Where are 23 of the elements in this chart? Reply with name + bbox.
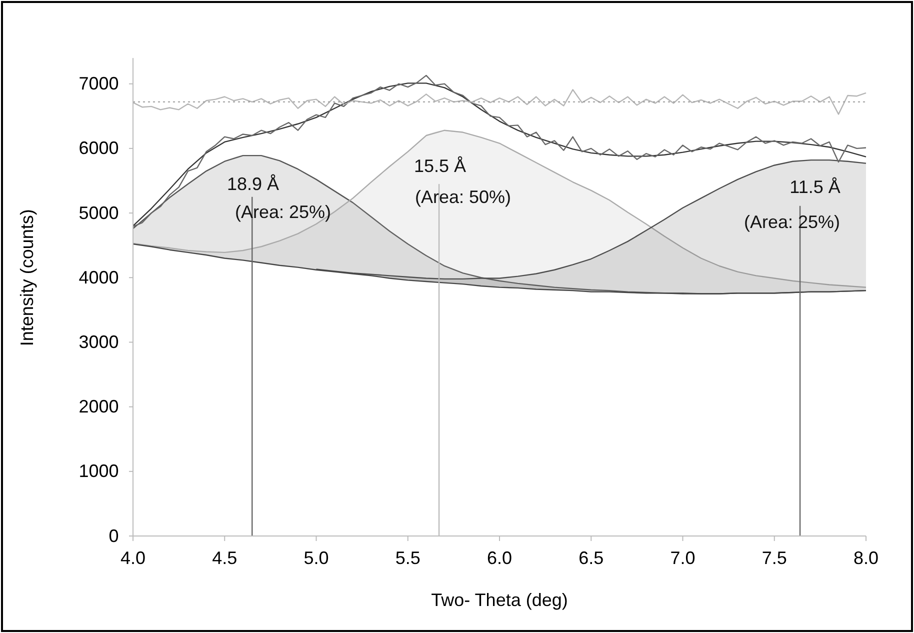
x-tick-label: 6.5: [578, 548, 604, 568]
x-tick-label: 8.0: [853, 548, 879, 568]
annotation: (Area: 50%): [414, 186, 512, 207]
annotation: 11.5 Å: [790, 176, 840, 197]
y-axis-title: Intensity (counts): [17, 209, 37, 346]
y-tick-label: 3000: [78, 332, 119, 352]
x-tick-label: 5.0: [304, 548, 329, 568]
x-tick-label: 7.0: [670, 548, 696, 568]
x-tick-label: 5.5: [395, 548, 420, 568]
y-tick-label: 0: [108, 526, 119, 546]
y-tick-label: 4000: [78, 267, 119, 288]
x-axis-title: Two- Theta (deg): [431, 590, 568, 610]
x-tick-label: 4.5: [212, 548, 238, 568]
x-tick-label: 7.5: [762, 548, 787, 568]
annotation: 18.9 Å: [226, 174, 280, 194]
y-tick-label: 6000: [78, 138, 119, 158]
y-tick-label: 1000: [78, 461, 119, 482]
y-tick-label: 7000: [78, 74, 119, 94]
y-tick-label: 2000: [78, 396, 119, 417]
y-tick-label: 5000: [78, 202, 119, 223]
x-tick-label: 6.0: [486, 548, 512, 568]
x-tick-label: 4.0: [120, 548, 146, 568]
annotation: 15.5 Å: [414, 156, 466, 176]
